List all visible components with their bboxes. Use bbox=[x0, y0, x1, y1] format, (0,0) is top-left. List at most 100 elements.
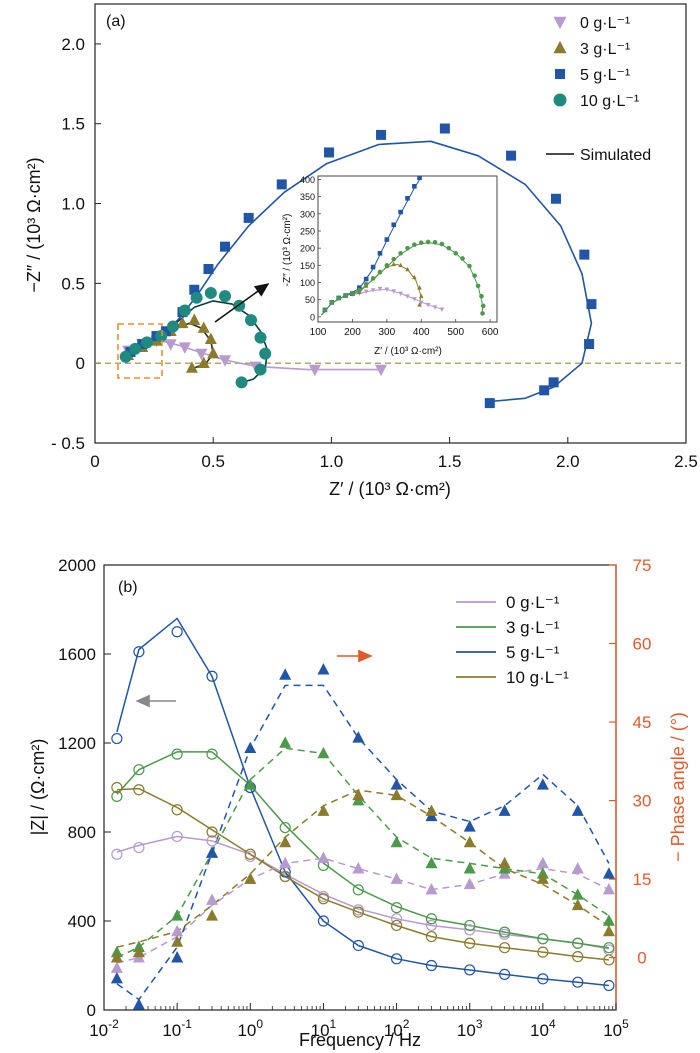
magnitude-data-point bbox=[390, 919, 403, 932]
data-point bbox=[254, 363, 267, 376]
inset-x-tick-label: 400 bbox=[413, 327, 430, 338]
legend-marker bbox=[555, 69, 565, 79]
phase-data-point bbox=[244, 741, 257, 754]
magnitude-data-point bbox=[133, 784, 145, 796]
zoom-arrow bbox=[214, 283, 270, 323]
phase-data-point bbox=[132, 998, 145, 1010]
magnitude-data-point bbox=[171, 830, 183, 843]
inset-data-point bbox=[336, 295, 341, 301]
phase-data-point bbox=[171, 924, 184, 937]
inset-data-point bbox=[475, 283, 481, 289]
inset-data-point bbox=[425, 302, 431, 308]
inset-data-point bbox=[357, 285, 362, 290]
data-point bbox=[243, 212, 254, 223]
inset-x-tick-label: 500 bbox=[447, 327, 464, 338]
panel-b-left-y-axis-label: |Z| / (Ω·cm²) bbox=[28, 739, 48, 836]
panel-b-left-tick-label: 0 bbox=[87, 1001, 96, 1020]
phase-fit-line bbox=[116, 684, 610, 1001]
inset-data-point bbox=[418, 293, 424, 299]
panel-a-data-points bbox=[119, 123, 597, 409]
magnitude-data-point bbox=[390, 902, 403, 914]
magnitude-data-point bbox=[425, 959, 438, 972]
inset-y-axis-label: -Z″ / (10³ Ω·cm²) bbox=[282, 214, 293, 287]
phase-data-point bbox=[279, 736, 292, 748]
panel-a-y-tick-label: 1.0 bbox=[61, 195, 85, 214]
phase-data-point bbox=[463, 820, 476, 832]
inset-data-point bbox=[405, 196, 410, 201]
phase-data-point bbox=[171, 935, 184, 947]
inset-y-tick-label: 200 bbox=[300, 244, 315, 254]
magnitude-data-point bbox=[206, 670, 218, 682]
legend-marker bbox=[553, 93, 567, 107]
inset-y-tick-label: 400 bbox=[300, 175, 315, 185]
panel-a-y-tick-label: 1.5 bbox=[61, 115, 85, 134]
inset-data-point bbox=[391, 289, 397, 294]
panel-b-x-ticks: 10-2 10-1 100 101 102 103 104 105 bbox=[89, 1003, 629, 1040]
panel-a-y-ticks: - 0.5 0 0.5 1.0 1.5 2.0 bbox=[51, 35, 101, 453]
data-point bbox=[204, 286, 217, 299]
phase-fit-line bbox=[116, 857, 610, 964]
phase-data-point bbox=[110, 961, 123, 973]
magnitude-data-point bbox=[603, 944, 615, 956]
inset-data-point bbox=[467, 263, 472, 269]
phase-data-point bbox=[463, 877, 476, 890]
phase-data-point bbox=[390, 788, 403, 801]
inset-data-point bbox=[363, 276, 369, 282]
inset-data-point bbox=[412, 242, 417, 248]
magnitude-data-point bbox=[537, 946, 549, 958]
phase-data-point bbox=[463, 835, 476, 848]
data-point bbox=[308, 364, 321, 377]
panel-a-x-tick-label: 2.0 bbox=[556, 452, 580, 471]
inset-data-point bbox=[417, 285, 422, 290]
magnitude-data-point bbox=[572, 937, 584, 949]
phase-data-point bbox=[390, 872, 403, 884]
data-point bbox=[276, 179, 287, 190]
data-point bbox=[484, 398, 495, 409]
magnitude-data-point bbox=[171, 626, 183, 638]
data-point bbox=[254, 331, 267, 344]
magnitude-data-point bbox=[206, 826, 218, 838]
inset-data-points bbox=[322, 176, 486, 316]
magnitude-data-point bbox=[537, 973, 549, 985]
data-point bbox=[259, 347, 272, 360]
phase-data-point bbox=[171, 951, 184, 963]
panel-b-x-tick-label: 105 bbox=[603, 1017, 629, 1040]
inset-data-point bbox=[363, 289, 369, 294]
phase-data-point bbox=[390, 835, 403, 848]
data-point bbox=[164, 339, 177, 351]
magnitude-data-point bbox=[572, 976, 584, 988]
panel-a-x-tick-label: 1.0 bbox=[320, 452, 344, 471]
magnitude-data-point bbox=[425, 930, 438, 943]
magnitude-data-point bbox=[111, 848, 123, 860]
phase-data-point bbox=[425, 882, 438, 895]
data-point bbox=[219, 355, 232, 367]
magnitude-data-point bbox=[206, 748, 218, 760]
magnitude-data-point bbox=[390, 953, 403, 965]
phase-data-point bbox=[571, 862, 584, 874]
panel-b-left-tick-label: 800 bbox=[68, 823, 96, 842]
data-point bbox=[185, 361, 198, 373]
panel-b-left-tick-label: 400 bbox=[68, 912, 96, 931]
inset-data-point bbox=[391, 222, 397, 228]
inset-data-point bbox=[370, 264, 376, 270]
data-point bbox=[439, 123, 450, 134]
panel-b-x-tick-label: 104 bbox=[530, 1017, 556, 1040]
phase-data-point bbox=[279, 668, 292, 680]
phase-data-point bbox=[244, 778, 257, 790]
phase-data-point bbox=[390, 778, 403, 790]
phase-data-point bbox=[206, 909, 219, 921]
data-point bbox=[176, 316, 189, 329]
inset-data-point bbox=[391, 261, 397, 267]
magnitude-data-point bbox=[206, 835, 218, 847]
inset-data-point bbox=[432, 240, 438, 245]
inset-data-point bbox=[446, 245, 452, 251]
magnitude-data-point bbox=[499, 968, 511, 981]
legend-label: 5 g·L⁻¹ bbox=[506, 643, 560, 662]
inset-data-point bbox=[322, 307, 328, 313]
phase-data-point bbox=[352, 731, 365, 743]
data-point bbox=[178, 304, 191, 317]
panel-a-y-tick-label: 0.5 bbox=[61, 274, 85, 293]
inset-y-tick-label: 100 bbox=[300, 278, 315, 288]
data-point bbox=[197, 356, 210, 368]
data-point bbox=[160, 326, 171, 337]
